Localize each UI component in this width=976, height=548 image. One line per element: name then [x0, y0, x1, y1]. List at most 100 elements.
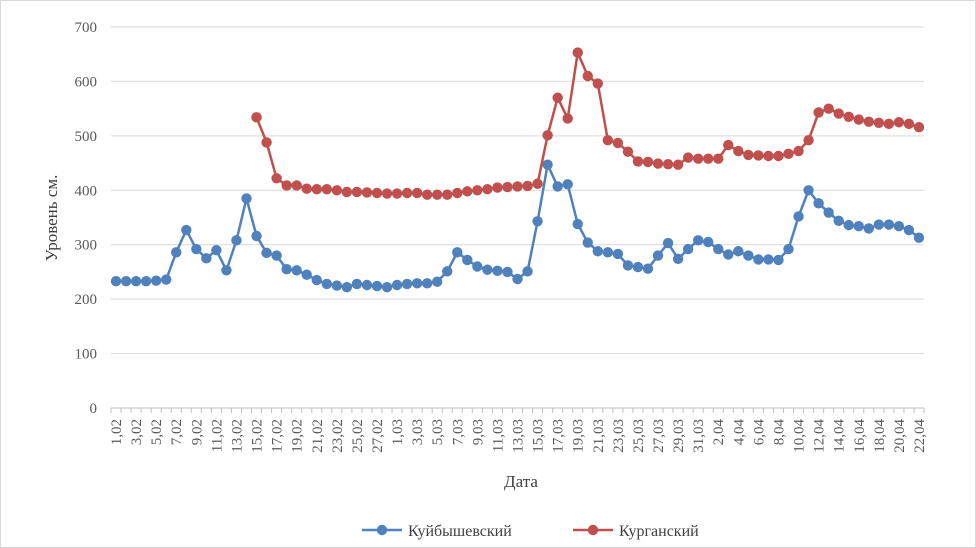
data-point	[863, 116, 874, 127]
data-point	[411, 278, 423, 289]
data-point	[703, 236, 714, 248]
legend: Куйбышевский Курганский	[362, 523, 699, 540]
data-point	[411, 187, 423, 199]
y-tick-label: 700	[75, 20, 98, 36]
x-tick-label: 18,04	[872, 419, 888, 453]
data-point	[903, 224, 915, 236]
data-point	[442, 266, 453, 277]
x-axis-title: Дата	[504, 472, 538, 491]
data-point	[773, 254, 784, 266]
x-tick-label: 5,02	[149, 419, 165, 445]
data-point	[542, 130, 553, 141]
x-tick-label: 9,02	[189, 419, 205, 445]
x-tick-label: 11,02	[209, 419, 225, 452]
data-point	[803, 185, 814, 196]
data-point	[391, 188, 403, 199]
x-tick-label: 19,02	[290, 419, 306, 453]
data-point	[421, 278, 433, 289]
y-tick-label: 500	[75, 129, 98, 145]
data-point	[261, 137, 272, 148]
data-point	[622, 260, 634, 271]
legend-marker-kurgansky	[587, 524, 599, 536]
x-tick-label: 17,02	[270, 419, 286, 453]
x-tick-label: 4,04	[731, 419, 747, 446]
data-point	[672, 159, 684, 170]
data-point	[110, 275, 122, 287]
data-point	[682, 243, 694, 255]
data-point	[281, 180, 292, 191]
legend-item-kurgansky: Курганский	[573, 523, 699, 540]
data-point	[783, 148, 794, 160]
data-point	[181, 224, 192, 236]
data-point	[291, 265, 302, 276]
data-point	[602, 135, 614, 146]
data-point	[873, 219, 885, 230]
data-point	[823, 103, 834, 114]
data-point	[381, 281, 393, 293]
data-point	[723, 249, 734, 260]
data-point	[773, 150, 784, 162]
data-point	[642, 263, 654, 274]
legend-label-kuybyshevsky: Куйбышевский	[408, 523, 512, 540]
x-tick-label: 13,03	[511, 419, 527, 453]
x-tick-label: 16,04	[852, 419, 868, 453]
x-tick-label: 25,02	[350, 419, 366, 453]
data-point	[462, 254, 473, 266]
data-point	[331, 185, 343, 196]
data-point	[793, 145, 804, 157]
data-point	[833, 108, 844, 119]
x-tick-label: 25,03	[631, 419, 647, 453]
data-point	[432, 276, 443, 287]
legend-item-kuybyshevsky: Куйбышевский	[362, 523, 512, 540]
data-point	[642, 156, 654, 168]
y-axis-ticks: 0 100 200 300 400 500 600 700	[75, 20, 98, 417]
x-tick-label: 1,03	[390, 419, 406, 445]
data-point	[251, 230, 262, 242]
data-point	[472, 185, 483, 196]
data-point	[482, 264, 493, 275]
x-tick-label: 2,04	[711, 419, 727, 446]
data-point	[612, 248, 624, 260]
data-point	[522, 180, 533, 192]
data-point	[512, 181, 523, 192]
data-point	[783, 243, 794, 255]
data-point	[592, 246, 603, 257]
data-point	[582, 237, 593, 248]
data-point	[201, 253, 212, 264]
data-point	[462, 186, 473, 197]
y-axis-title: Уровень см.	[42, 175, 61, 262]
data-point	[221, 265, 232, 276]
data-point	[552, 181, 563, 192]
x-tick-label: 15,03	[531, 419, 547, 453]
data-point	[472, 261, 483, 272]
data-point	[231, 235, 242, 246]
data-point	[381, 188, 393, 199]
x-tick-label: 5,03	[430, 419, 446, 445]
data-point	[161, 274, 172, 285]
data-point	[853, 114, 864, 125]
data-point	[903, 118, 915, 130]
data-point	[662, 237, 674, 249]
x-tick-label: 13,02	[229, 419, 245, 453]
data-point	[813, 107, 824, 118]
series-kuybyshevsky	[110, 159, 925, 293]
data-point	[120, 275, 132, 287]
x-tick-label: 10,04	[792, 419, 808, 453]
data-point	[271, 250, 282, 261]
x-tick-label: 20,04	[892, 419, 908, 453]
data-point	[582, 70, 593, 82]
data-point	[442, 189, 453, 200]
data-point	[853, 221, 864, 232]
data-point	[502, 181, 513, 193]
x-tick-label: 11,03	[490, 419, 506, 452]
y-tick-label: 200	[75, 292, 98, 308]
data-point	[421, 189, 433, 200]
x-tick-label: 23,02	[330, 419, 346, 453]
data-point	[753, 150, 764, 161]
data-point	[823, 207, 834, 218]
data-point	[191, 243, 202, 255]
data-point	[401, 187, 413, 199]
data-point	[753, 254, 764, 265]
data-point	[562, 113, 573, 124]
data-point	[452, 187, 463, 199]
